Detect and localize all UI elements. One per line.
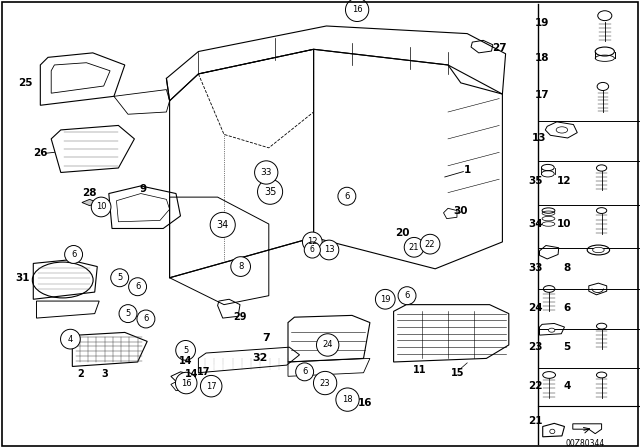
Text: 24: 24 (528, 303, 543, 313)
Text: 15: 15 (451, 368, 465, 378)
Circle shape (210, 212, 236, 237)
Circle shape (119, 305, 137, 323)
Ellipse shape (556, 127, 568, 133)
Text: 35: 35 (528, 177, 543, 186)
Text: 11: 11 (412, 365, 426, 375)
Text: 18: 18 (534, 53, 549, 63)
Text: 13: 13 (324, 246, 334, 254)
Text: 1: 1 (463, 165, 471, 175)
Circle shape (319, 240, 339, 260)
Text: 21: 21 (409, 243, 419, 252)
Text: 22: 22 (425, 240, 435, 249)
Text: 33: 33 (528, 263, 543, 273)
Ellipse shape (593, 247, 604, 253)
Circle shape (398, 287, 416, 305)
Circle shape (303, 232, 322, 252)
Circle shape (420, 234, 440, 254)
Text: 29: 29 (233, 312, 247, 322)
Circle shape (111, 269, 129, 287)
Text: 4: 4 (68, 335, 73, 344)
Circle shape (296, 363, 314, 381)
Text: 00Z80344: 00Z80344 (566, 439, 605, 448)
Text: 6: 6 (344, 192, 349, 201)
Circle shape (231, 257, 250, 276)
Text: 34: 34 (216, 220, 229, 230)
Text: 7: 7 (262, 333, 270, 343)
Text: 21: 21 (528, 416, 543, 426)
Text: 26: 26 (33, 148, 48, 158)
Text: 22: 22 (528, 381, 543, 391)
Text: 6: 6 (310, 246, 315, 254)
Text: 17: 17 (196, 367, 211, 377)
Circle shape (200, 375, 222, 397)
Text: 14: 14 (185, 369, 199, 379)
Text: 6: 6 (302, 367, 307, 376)
Text: 19: 19 (380, 295, 390, 304)
Text: 8: 8 (564, 263, 571, 273)
Text: 13: 13 (532, 133, 547, 143)
Circle shape (404, 237, 424, 257)
Circle shape (175, 372, 197, 394)
Text: 10: 10 (556, 219, 571, 229)
Circle shape (92, 197, 111, 217)
Text: 35: 35 (264, 187, 276, 197)
Text: 33: 33 (260, 168, 272, 177)
Text: 10: 10 (96, 202, 106, 211)
Text: 17: 17 (534, 90, 549, 100)
Text: 30: 30 (454, 206, 468, 215)
Text: 3: 3 (101, 369, 108, 379)
Circle shape (61, 329, 80, 349)
Polygon shape (82, 199, 97, 206)
Text: 25: 25 (19, 78, 33, 88)
Circle shape (317, 334, 339, 356)
Text: 32: 32 (253, 353, 268, 362)
Text: 6: 6 (135, 282, 140, 291)
Text: 17: 17 (206, 382, 216, 391)
Circle shape (338, 187, 356, 205)
Circle shape (314, 371, 337, 395)
Text: 9: 9 (140, 184, 147, 194)
Text: 8: 8 (238, 262, 243, 271)
Circle shape (255, 161, 278, 184)
Text: 31: 31 (15, 273, 29, 283)
Text: 6: 6 (564, 303, 571, 313)
Circle shape (65, 246, 83, 263)
Text: 24: 24 (323, 340, 333, 349)
Ellipse shape (550, 429, 555, 434)
Text: 6: 6 (143, 314, 148, 323)
Text: 4: 4 (563, 381, 571, 391)
Text: 19: 19 (535, 18, 549, 28)
Text: 20: 20 (395, 228, 409, 238)
Circle shape (346, 0, 369, 22)
Text: 16: 16 (181, 379, 191, 388)
Text: 5: 5 (125, 309, 131, 318)
Text: 34: 34 (528, 219, 543, 229)
Circle shape (137, 310, 155, 328)
Circle shape (129, 278, 147, 296)
Text: 14: 14 (179, 356, 193, 366)
Text: 5: 5 (117, 273, 122, 282)
Text: 6: 6 (404, 291, 410, 300)
Text: 16: 16 (352, 5, 362, 14)
Text: 6: 6 (71, 250, 76, 259)
Text: 2: 2 (77, 369, 84, 379)
Text: 23: 23 (320, 379, 330, 388)
Circle shape (257, 179, 283, 204)
Text: 12: 12 (307, 237, 317, 246)
Text: 28: 28 (83, 188, 97, 198)
Circle shape (376, 289, 395, 309)
Text: 5: 5 (183, 346, 188, 355)
Circle shape (176, 340, 195, 360)
Text: 27: 27 (492, 43, 506, 53)
Text: 23: 23 (528, 342, 543, 352)
Text: 5: 5 (564, 342, 571, 352)
Text: 12: 12 (556, 177, 571, 186)
Circle shape (304, 242, 321, 258)
Text: 18: 18 (342, 395, 353, 404)
Ellipse shape (548, 328, 555, 332)
Circle shape (336, 388, 359, 411)
Text: 16: 16 (358, 398, 372, 408)
